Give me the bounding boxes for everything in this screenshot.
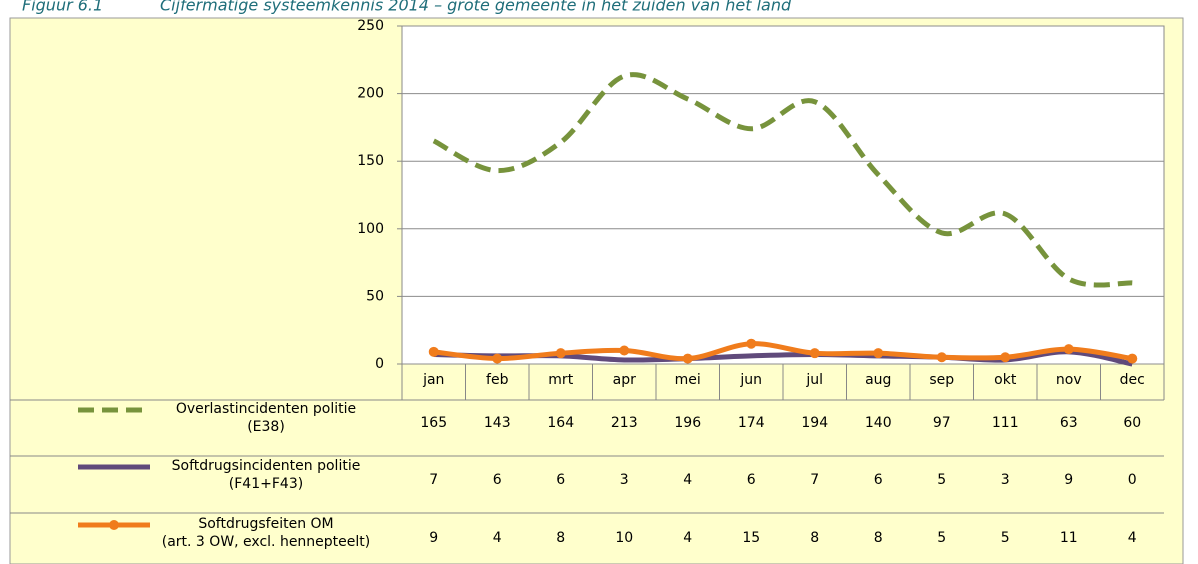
table-value: 213 — [611, 415, 638, 431]
table-value: 6 — [874, 472, 883, 488]
x-tick-label: sep — [929, 372, 954, 388]
table-value: 0 — [1128, 472, 1137, 488]
table-value: 5 — [937, 472, 946, 488]
table-value: 143 — [484, 415, 511, 431]
y-tick-label: 100 — [357, 221, 384, 237]
table-value: 165 — [420, 415, 447, 431]
table-value: 7 — [429, 472, 438, 488]
series-marker — [1063, 344, 1074, 355]
table-value: 5 — [937, 530, 946, 546]
table-value: 6 — [493, 472, 502, 488]
x-tick-label: jul — [805, 372, 823, 388]
series-marker — [555, 348, 566, 359]
series-marker — [746, 338, 757, 349]
legend-label: Softdrugsincidenten politie (F41+F43) — [171, 458, 361, 492]
legend-marker — [109, 520, 119, 530]
table-value: 8 — [810, 530, 819, 546]
x-tick-label: mrt — [548, 372, 573, 388]
x-tick-label: nov — [1056, 372, 1082, 388]
y-tick-label: 0 — [375, 356, 384, 372]
table-value: 174 — [738, 415, 765, 431]
table-value: 196 — [674, 415, 701, 431]
table-value: 97 — [933, 415, 951, 431]
table-value: 164 — [547, 415, 574, 431]
y-tick-label: 150 — [357, 153, 384, 169]
x-tick-label: feb — [486, 372, 509, 388]
table-value: 9 — [1064, 472, 1073, 488]
table-value: 5 — [1001, 530, 1010, 546]
y-tick-label: 200 — [357, 86, 384, 102]
series-marker — [809, 348, 820, 359]
chart-title: Cijfermatige systeemkennis 2014 – grote … — [160, 0, 792, 15]
x-tick-label: apr — [613, 372, 636, 388]
table-value: 8 — [556, 530, 565, 546]
y-tick-label: 50 — [366, 288, 384, 304]
series-marker — [682, 353, 693, 364]
series-marker — [873, 348, 884, 359]
plot-area — [401, 25, 1165, 365]
table-value: 9 — [429, 530, 438, 546]
table-value: 4 — [683, 472, 692, 488]
legend-label: Overlastincidenten politie (E38) — [175, 401, 357, 435]
table-value: 6 — [556, 472, 565, 488]
table-value: 4 — [683, 530, 692, 546]
table-value: 60 — [1123, 415, 1141, 431]
x-tick-label: dec — [1120, 372, 1145, 388]
legend-label: Softdrugsfeiten OM (art. 3 OW, excl. hen… — [161, 516, 371, 550]
table-value: 140 — [865, 415, 892, 431]
table-value: 6 — [747, 472, 756, 488]
x-tick-label: jan — [422, 372, 444, 388]
table-value: 8 — [874, 530, 883, 546]
series-marker — [1000, 352, 1011, 363]
x-tick-label: okt — [994, 372, 1017, 388]
y-tick-label: 250 — [357, 18, 384, 34]
series-marker — [428, 346, 439, 357]
table-value: 7 — [810, 472, 819, 488]
x-tick-label: mei — [675, 372, 701, 388]
table-value: 15 — [742, 530, 760, 546]
series-marker — [936, 352, 947, 363]
series-line — [433, 341, 1133, 362]
table-value: 4 — [493, 530, 502, 546]
series-marker — [619, 345, 630, 356]
table-value: 4 — [1128, 530, 1137, 546]
table-value: 3 — [620, 472, 629, 488]
table-value: 194 — [801, 415, 828, 431]
series-marker — [1127, 353, 1138, 364]
table-value: 11 — [1060, 530, 1078, 546]
series-line — [432, 72, 1133, 288]
figure-label: Figuur 6.1 — [22, 0, 103, 15]
table-value: 111 — [992, 415, 1019, 431]
table-value: 10 — [615, 530, 633, 546]
x-tick-label: aug — [865, 372, 891, 388]
x-tick-label: jun — [739, 372, 762, 388]
table-value: 3 — [1001, 472, 1010, 488]
series-marker — [492, 353, 503, 364]
table-value: 63 — [1060, 415, 1078, 431]
